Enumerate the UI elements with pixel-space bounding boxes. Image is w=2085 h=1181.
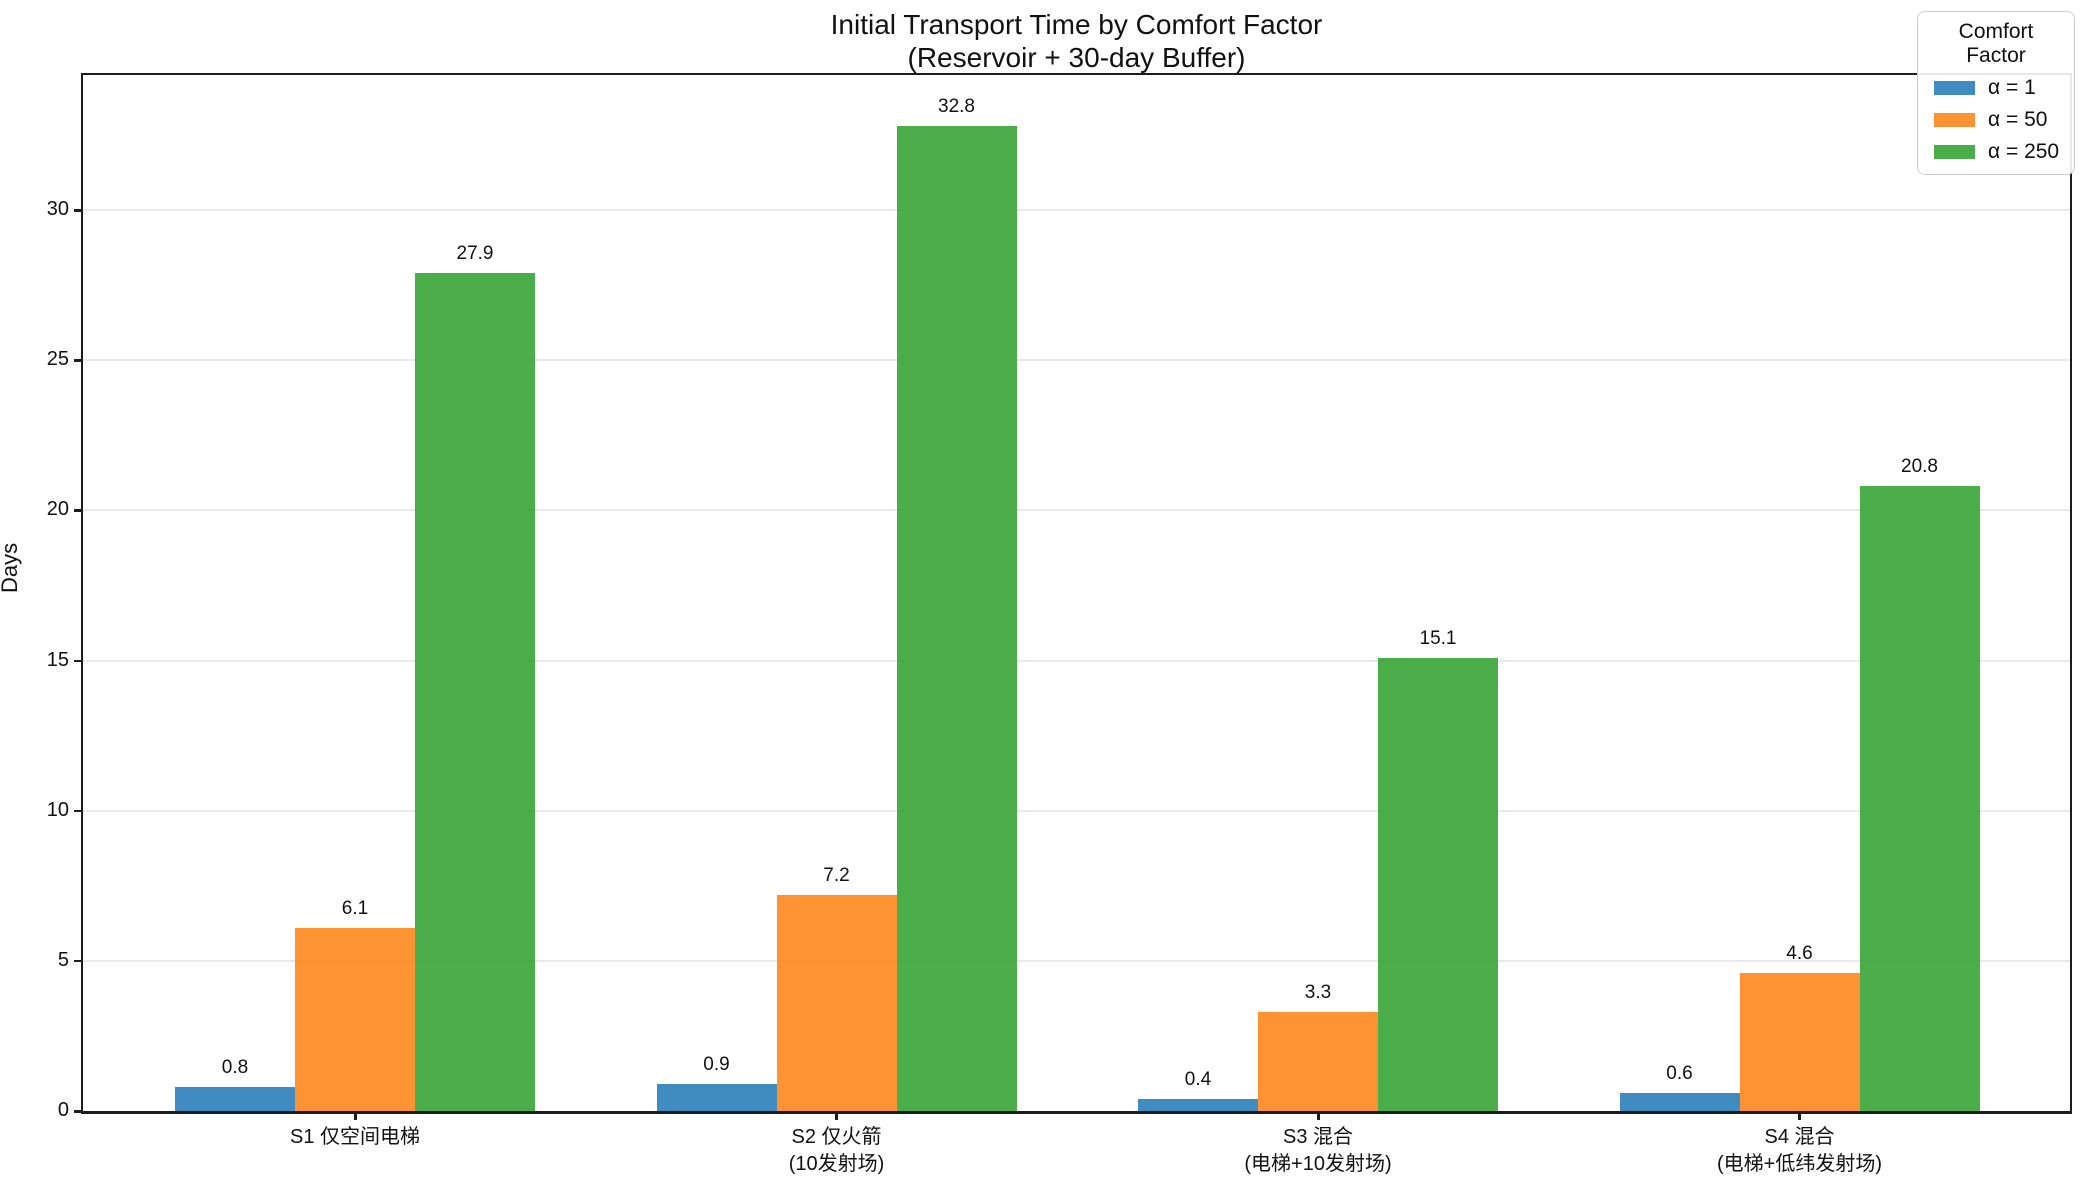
- bar: [175, 1086, 295, 1111]
- y-tick-label: 5: [57, 948, 69, 971]
- bar-value-label: 15.1: [1419, 627, 1457, 649]
- y-tick-mark: [74, 359, 83, 362]
- y-tick-label: 0: [57, 1099, 69, 1121]
- bar: [1138, 1098, 1258, 1111]
- y-tick-label: 20: [46, 498, 69, 521]
- bar: [896, 126, 1017, 1111]
- bar: [1619, 1092, 1740, 1111]
- bar: [295, 927, 415, 1111]
- legend-entry-label: α = 50: [1988, 108, 2048, 131]
- bar: [776, 894, 897, 1111]
- bar-value-label: 27.9: [456, 243, 494, 265]
- y-tick-mark: [74, 809, 83, 813]
- x-tick-label: S4 混合 (电梯+低纬发射场): [1550, 1124, 2050, 1178]
- legend-entry-label: α = 1: [1988, 76, 2036, 99]
- x-tick-mark: [353, 1111, 357, 1120]
- bar: [1859, 486, 1980, 1111]
- y-tick-label: 10: [46, 798, 69, 821]
- legend-title: Comfort Factor: [1958, 20, 2034, 67]
- legend-entry-label: α = 250: [1988, 140, 2060, 163]
- x-tick-label-line: (电梯+10发射场): [1244, 1153, 1392, 1175]
- y-tick-label: 25: [46, 348, 69, 371]
- x-tick-label: S1 仅空间电梯: [105, 1124, 605, 1151]
- bar: [415, 273, 535, 1111]
- x-tick-label-line: S1 仅空间电梯: [289, 1126, 421, 1148]
- y-tick-mark: [74, 659, 83, 663]
- x-tick-mark: [1798, 1111, 1801, 1120]
- y-tick-label: 30: [46, 198, 69, 221]
- bar-value-label: 0.9: [703, 1053, 730, 1075]
- bar-value-label: 20.8: [1901, 456, 1938, 478]
- bar-value-label: 4.6: [1786, 942, 1813, 964]
- chart-title-line2: (Reservoir + 30-day Buffer): [907, 42, 1246, 73]
- x-tick-mark: [1316, 1111, 1320, 1120]
- x-tick-label-line: S3 混合: [1282, 1126, 1354, 1148]
- chart-title-line1: Initial Transport Time by Comfort Factor: [830, 9, 1323, 40]
- bar: [656, 1083, 777, 1111]
- legend-swatch: [1934, 81, 1975, 95]
- bar-value-label: 7.2: [823, 864, 850, 886]
- bar-value-label: 0.6: [1666, 1062, 1693, 1084]
- legend-entry: α = 250: [1928, 140, 2064, 164]
- gridline: [83, 659, 2070, 662]
- bar-value-label: 3.3: [1304, 981, 1332, 1003]
- bar-value-label: 0.4: [1184, 1068, 1212, 1090]
- bar: [1258, 1011, 1378, 1111]
- legend-entry: α = 50: [1928, 108, 2064, 132]
- bar-value-label: 6.1: [341, 897, 369, 919]
- y-tick-mark: [74, 509, 83, 512]
- bar-value-label: 32.8: [938, 96, 975, 118]
- bar-value-label: 0.8: [221, 1056, 249, 1078]
- bar: [1378, 657, 1498, 1111]
- legend: Comfort Factor α = 1 α = 50 α = 250: [1917, 11, 2075, 175]
- y-tick-mark: [74, 1110, 83, 1113]
- legend-swatch: [1934, 113, 1975, 127]
- gridline: [83, 809, 2070, 812]
- bar: [1739, 972, 1860, 1111]
- y-tick-label: 15: [46, 648, 69, 671]
- x-tick-label: S2 仅火箭 (10发射场): [587, 1124, 1087, 1178]
- x-tick-label-line: S2 仅火箭: [791, 1126, 882, 1148]
- y-tick-mark: [74, 209, 83, 212]
- legend-entry: α = 1: [1928, 76, 2064, 100]
- x-tick-label: S3 混合 (电梯+10发射场): [1068, 1124, 1568, 1178]
- y-axis-label: Days: [0, 542, 22, 593]
- legend-swatch: [1934, 145, 1975, 159]
- gridline: [83, 509, 2070, 512]
- x-tick-mark: [835, 1111, 838, 1120]
- chart-title: Initial Transport Time by Comfort Factor…: [83, 8, 2070, 74]
- gridline: [83, 959, 2070, 962]
- x-tick-label-line: (电梯+低纬发射场): [1717, 1153, 1882, 1175]
- y-tick-mark: [74, 959, 83, 963]
- x-tick-label-line: (10发射场): [788, 1153, 885, 1175]
- gridline: [83, 209, 2070, 212]
- gridline: [83, 359, 2070, 362]
- plot-area: 0.8 0.9 0.4 0.6 6.1 7.2 3.3 4.6 27.9 32.8 15.1 20.8: [83, 75, 2070, 1111]
- x-tick-label-line: S4 混合: [1764, 1126, 1835, 1148]
- legend-rows: α = 1 α = 50 α = 250: [1928, 76, 2064, 164]
